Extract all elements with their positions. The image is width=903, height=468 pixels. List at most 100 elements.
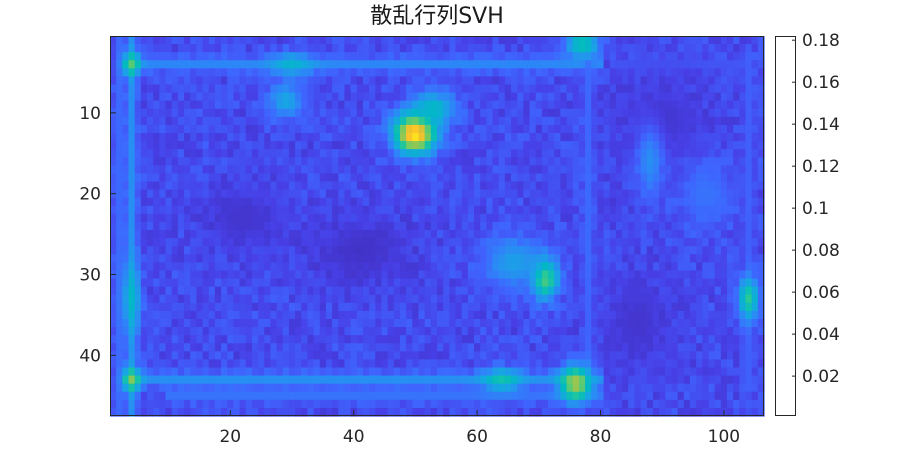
heatmap-cell	[350, 238, 358, 247]
heatmap-cell	[214, 270, 222, 280]
heatmap-cell	[492, 367, 500, 377]
heatmap-cell	[640, 181, 648, 191]
heatmap-cell	[140, 270, 148, 280]
heatmap-cell	[671, 157, 679, 166]
heatmap-cell	[677, 351, 685, 361]
heatmap-cell	[467, 108, 475, 118]
heatmap-cell	[301, 343, 309, 352]
heatmap-cell	[702, 108, 710, 118]
heatmap-cell	[529, 359, 537, 369]
heatmap-cell	[301, 44, 309, 53]
heatmap-cell	[504, 36, 512, 45]
heatmap-cell	[474, 310, 481, 320]
heatmap-cell	[640, 76, 648, 86]
heatmap-cell	[122, 399, 130, 409]
heatmap-cell	[418, 351, 426, 361]
heatmap-cell	[474, 124, 481, 134]
heatmap-cell	[504, 399, 512, 409]
heatmap-cell	[159, 100, 167, 110]
heatmap-cell	[406, 76, 413, 86]
heatmap-cell	[239, 294, 247, 304]
heatmap-cell	[319, 100, 327, 110]
heatmap-cell	[221, 318, 228, 328]
heatmap-cell	[356, 286, 364, 296]
heatmap-cell	[659, 68, 666, 78]
heatmap-cell	[196, 157, 204, 166]
heatmap-cell	[628, 278, 636, 288]
heatmap-cell	[122, 270, 130, 280]
heatmap-cell	[591, 133, 599, 142]
heatmap-cell	[498, 335, 506, 344]
heatmap-cell	[689, 294, 697, 304]
heatmap-cell	[430, 246, 438, 255]
heatmap-cell	[702, 302, 710, 312]
heatmap-cell	[208, 36, 216, 45]
heatmap-cell	[399, 391, 407, 401]
heatmap-cell	[523, 116, 531, 126]
heatmap-cell	[153, 76, 160, 86]
heatmap-cell	[671, 335, 679, 344]
heatmap-cell	[659, 391, 666, 401]
heatmap-cell	[640, 278, 648, 288]
heatmap-cell	[523, 327, 531, 336]
heatmap-cell	[609, 181, 617, 191]
heatmap-cell	[461, 318, 469, 328]
heatmap-cell	[652, 189, 660, 199]
heatmap-cell	[307, 335, 315, 344]
heatmap-cell	[591, 68, 599, 78]
heatmap-cell	[430, 84, 438, 94]
heatmap-cell	[233, 310, 241, 320]
heatmap-cell	[239, 286, 247, 296]
heatmap-cell	[202, 116, 210, 126]
heatmap-cell	[110, 60, 117, 69]
heatmap-cell	[424, 310, 432, 320]
heatmap-cell	[165, 60, 173, 69]
heatmap-cell	[461, 68, 469, 78]
heatmap-cell	[177, 124, 185, 134]
heatmap-cell	[486, 157, 494, 166]
heatmap-cell	[165, 399, 173, 409]
heatmap-cell	[307, 205, 315, 215]
heatmap-cell	[745, 36, 753, 45]
heatmap-cell	[282, 124, 290, 134]
heatmap-cell	[295, 92, 302, 102]
heatmap-cell	[319, 76, 327, 86]
heatmap-cell	[338, 213, 346, 223]
heatmap-cell	[609, 359, 617, 369]
heatmap-cell	[406, 205, 413, 215]
heatmap-cell	[258, 278, 265, 288]
heatmap-cell	[609, 327, 617, 336]
heatmap-cell	[258, 68, 265, 78]
heatmap-cell	[245, 343, 253, 352]
heatmap-cell	[332, 391, 339, 401]
heatmap-cell	[578, 149, 586, 158]
heatmap-cell	[640, 84, 648, 94]
heatmap-cell	[689, 36, 697, 45]
heatmap-cell	[344, 351, 352, 361]
heatmap-cell	[702, 149, 710, 158]
heatmap-cell	[437, 173, 444, 183]
heatmap-cell	[566, 286, 574, 296]
heatmap-cell	[196, 213, 204, 223]
heatmap-cell	[147, 262, 154, 272]
heatmap-cell	[393, 165, 401, 175]
heatmap-cell	[597, 383, 605, 393]
heatmap-cell	[313, 238, 321, 247]
heatmap-cell	[122, 141, 130, 150]
heatmap-cell	[381, 221, 389, 231]
heatmap-cell	[714, 327, 722, 336]
heatmap-cell	[227, 286, 234, 296]
heatmap-cell	[578, 133, 586, 142]
heatmap-cell	[757, 36, 765, 45]
heatmap-cell	[264, 108, 272, 118]
heatmap-cell	[208, 367, 216, 377]
heatmap-cell	[288, 351, 296, 361]
heatmap-cell	[640, 44, 648, 53]
heatmap-cell	[591, 52, 599, 61]
heatmap-cell	[393, 92, 401, 102]
heatmap-cell	[258, 189, 265, 199]
heatmap-cell	[110, 205, 117, 215]
heatmap-cell	[332, 116, 339, 126]
heatmap-cell	[393, 149, 401, 158]
heatmap-cell	[455, 84, 463, 94]
